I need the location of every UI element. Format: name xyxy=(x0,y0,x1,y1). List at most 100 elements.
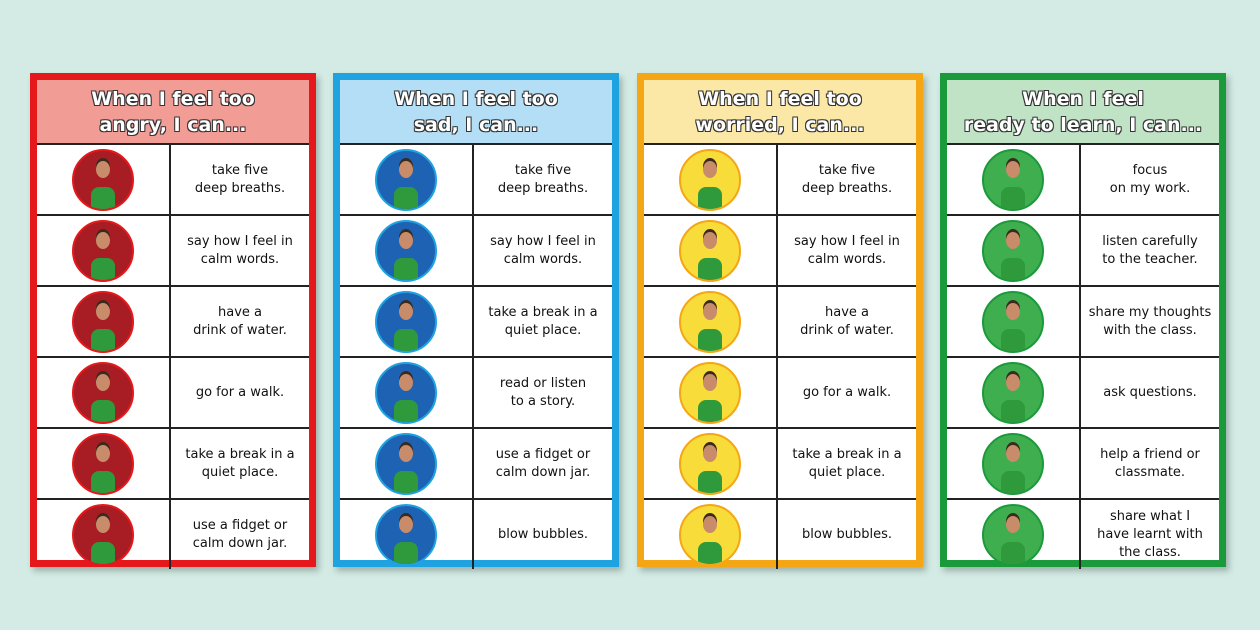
strategy-text: blow bubbles. xyxy=(497,526,589,542)
illustration-cell xyxy=(644,500,778,569)
illustration-cell xyxy=(37,216,171,285)
strategy-text: help a friend or classmate. xyxy=(1100,446,1200,480)
illustration-cell xyxy=(644,429,778,498)
poster-title: When I feel too angry, I can... xyxy=(37,80,309,143)
strategy-row: ask questions. xyxy=(947,356,1219,427)
child-illustration-icon xyxy=(375,503,437,566)
illustration-cell xyxy=(644,287,778,356)
illustration-cell xyxy=(947,358,1081,427)
illustration-cell xyxy=(644,216,778,285)
strategy-row: blow bubbles. xyxy=(340,498,612,569)
child-illustration-icon xyxy=(982,219,1044,282)
illustration-cell xyxy=(947,500,1081,569)
illustration-cell xyxy=(644,358,778,427)
illustration-cell xyxy=(340,429,474,498)
strategy-text: say how I feel in calm words. xyxy=(187,233,293,267)
child-illustration-icon xyxy=(375,290,437,353)
strategy-row: share my thoughts with the class. xyxy=(947,285,1219,356)
child-illustration-icon xyxy=(72,148,134,211)
poster-ready-to-learn: When I feel ready to learn, I can... focu… xyxy=(940,73,1226,569)
child-illustration-icon xyxy=(982,503,1044,566)
illustration-cell xyxy=(37,145,171,214)
child-illustration-icon xyxy=(72,361,134,424)
strategy-text: listen carefully to the teacher. xyxy=(1102,233,1198,267)
poster-worried: When I feel too worried, I can... take fi… xyxy=(637,73,923,569)
child-illustration-icon xyxy=(982,432,1044,495)
strategy-row: have a drink of water. xyxy=(644,285,916,356)
child-illustration-icon xyxy=(679,361,741,424)
strategy-row: have a drink of water. xyxy=(37,285,309,356)
child-illustration-icon xyxy=(72,432,134,495)
child-illustration-icon xyxy=(679,290,741,353)
strategy-row: go for a walk. xyxy=(644,356,916,427)
child-illustration-icon xyxy=(679,148,741,211)
strategy-row: go for a walk. xyxy=(37,356,309,427)
strategy-text: focus on my work. xyxy=(1109,162,1191,196)
strategy-text: take five deep breaths. xyxy=(194,162,286,196)
strategy-row: help a friend or classmate. xyxy=(947,427,1219,498)
strategy-row: say how I feel in calm words. xyxy=(644,214,916,285)
child-illustration-icon xyxy=(375,361,437,424)
illustration-cell xyxy=(340,500,474,569)
strategy-text: use a fidget or calm down jar. xyxy=(495,446,591,480)
strategy-row: take five deep breaths. xyxy=(340,143,612,214)
child-illustration-icon xyxy=(679,503,741,566)
strategy-text: ask questions. xyxy=(1103,384,1197,400)
child-illustration-icon xyxy=(375,148,437,211)
child-illustration-icon xyxy=(375,432,437,495)
strategy-row: read or listen to a story. xyxy=(340,356,612,427)
illustration-cell xyxy=(947,287,1081,356)
strategy-text: say how I feel in calm words. xyxy=(794,233,900,267)
illustration-cell xyxy=(947,216,1081,285)
strategy-row: blow bubbles. xyxy=(644,498,916,569)
strategy-text: blow bubbles. xyxy=(801,526,893,542)
strategy-row: use a fidget or calm down jar. xyxy=(37,498,309,569)
strategy-row: focus on my work. xyxy=(947,143,1219,214)
strategy-text: use a fidget or calm down jar. xyxy=(192,517,288,551)
strategy-text: take five deep breaths. xyxy=(497,162,589,196)
strategy-text: go for a walk. xyxy=(195,384,285,400)
strategy-text: have a drink of water. xyxy=(800,304,894,338)
strategy-text: go for a walk. xyxy=(802,384,892,400)
strategy-row: say how I feel in calm words. xyxy=(37,214,309,285)
illustration-cell xyxy=(340,287,474,356)
poster-angry: When I feel too angry, I can... take five… xyxy=(30,73,316,569)
strategy-text: take a break in a quiet place. xyxy=(792,446,902,480)
child-illustration-icon xyxy=(72,503,134,566)
child-illustration-icon xyxy=(72,290,134,353)
poster-title: When I feel too sad, I can... xyxy=(340,80,612,143)
strategy-row: share what I have learnt with the class. xyxy=(947,498,1219,569)
strategy-text: say how I feel in calm words. xyxy=(490,233,596,267)
child-illustration-icon xyxy=(982,148,1044,211)
strategy-row: take five deep breaths. xyxy=(644,143,916,214)
illustration-cell xyxy=(947,145,1081,214)
illustration-cell xyxy=(644,145,778,214)
poster-title: When I feel ready to learn, I can... xyxy=(947,80,1219,143)
strategy-row: take five deep breaths. xyxy=(37,143,309,214)
strategy-row: say how I feel in calm words. xyxy=(340,214,612,285)
child-illustration-icon xyxy=(375,219,437,282)
strategy-text: take a break in a quiet place. xyxy=(488,304,598,338)
illustration-cell xyxy=(37,500,171,569)
illustration-cell xyxy=(947,429,1081,498)
strategy-row: take a break in a quiet place. xyxy=(644,427,916,498)
strategy-text: have a drink of water. xyxy=(193,304,287,338)
illustration-cell xyxy=(340,216,474,285)
strategy-text: share what I have learnt with the class. xyxy=(1097,508,1203,560)
illustration-cell xyxy=(340,145,474,214)
child-illustration-icon xyxy=(679,219,741,282)
strategy-row: take a break in a quiet place. xyxy=(340,285,612,356)
strategy-text: share my thoughts with the class. xyxy=(1088,304,1212,338)
poster-sad: When I feel too sad, I can... take five d… xyxy=(333,73,619,569)
strategy-text: take five deep breaths. xyxy=(801,162,893,196)
illustration-cell xyxy=(37,358,171,427)
illustration-cell xyxy=(340,358,474,427)
illustration-cell xyxy=(37,287,171,356)
child-illustration-icon xyxy=(982,361,1044,424)
strategy-text: take a break in a quiet place. xyxy=(185,446,295,480)
child-illustration-icon xyxy=(982,290,1044,353)
strategy-row: use a fidget or calm down jar. xyxy=(340,427,612,498)
strategy-row: take a break in a quiet place. xyxy=(37,427,309,498)
child-illustration-icon xyxy=(72,219,134,282)
poster-title: When I feel too worried, I can... xyxy=(644,80,916,143)
